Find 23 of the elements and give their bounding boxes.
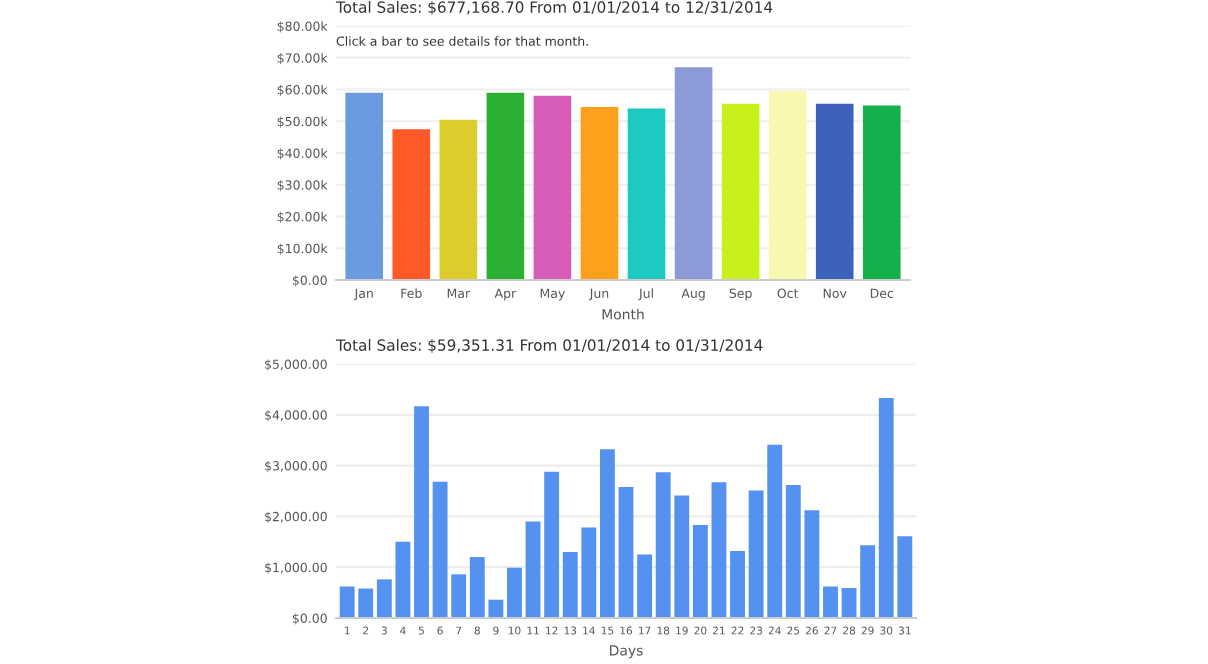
bar — [692, 525, 708, 618]
bar — [414, 406, 429, 618]
bar — [823, 586, 838, 618]
bar — [815, 103, 854, 280]
bar — [618, 486, 634, 618]
bar — [637, 554, 653, 618]
bar — [721, 103, 760, 280]
bar — [580, 106, 619, 280]
bar — [507, 567, 522, 618]
bar — [392, 129, 431, 280]
bar — [345, 92, 384, 280]
bar — [525, 521, 541, 618]
bar — [533, 95, 572, 280]
bar — [486, 92, 525, 280]
bar — [627, 108, 666, 280]
bar — [544, 471, 560, 618]
bar — [730, 550, 745, 618]
bar — [862, 105, 901, 280]
bar — [711, 482, 727, 618]
bar — [599, 449, 615, 618]
bar — [439, 119, 478, 280]
bar — [768, 91, 807, 280]
bar — [674, 67, 713, 280]
